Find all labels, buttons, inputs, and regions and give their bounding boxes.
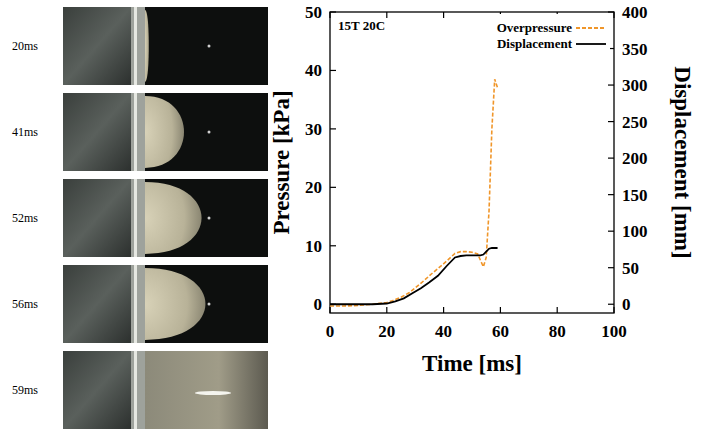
plume	[145, 182, 202, 254]
glass-highlight	[134, 265, 137, 343]
glass-wall	[63, 265, 131, 343]
y2-tick-label: 200	[622, 149, 648, 168]
y-tick	[330, 128, 336, 129]
y-tick-label: 10	[305, 237, 322, 256]
x-tick	[500, 307, 501, 313]
plot-frame	[330, 12, 614, 313]
series-line	[330, 248, 498, 304]
figure: 20ms 41ms 52ms 56ms 59ms 0 20 40 60 80 100 0 10 20 30 4…	[0, 0, 701, 438]
frame-label: 52ms	[12, 211, 38, 225]
y2-tick-label: 0	[622, 295, 631, 314]
y-tick-label: 20	[305, 178, 322, 197]
y-tick	[330, 187, 336, 188]
legend-label: Overpressure	[497, 20, 573, 35]
glass-highlight	[134, 7, 137, 85]
photo-frame	[63, 93, 268, 171]
x-tick-label: 80	[549, 322, 566, 341]
frame-label: 20ms	[12, 39, 38, 53]
y2-tick	[608, 231, 614, 232]
photo-background	[63, 265, 268, 343]
legend-label: Displacement	[497, 36, 573, 51]
plot-area	[330, 79, 498, 306]
y2-tick-label: 300	[622, 76, 648, 95]
y2-tick-label: 100	[622, 222, 648, 241]
x-axis-title: Time [ms]	[422, 351, 522, 376]
photo-background	[63, 93, 268, 171]
y-axis-title: Pressure [kPa]	[269, 90, 294, 234]
legend-swatch	[576, 43, 606, 45]
y-tick-label: 0	[314, 295, 323, 314]
flame-streak	[195, 391, 231, 395]
y2-axis-title: Displacement [mm]	[670, 66, 695, 258]
glass-edge	[131, 351, 145, 429]
x-tick	[386, 307, 387, 313]
x-tick-label: 100	[601, 322, 627, 341]
x-tick-label: 0	[326, 322, 335, 341]
glass-edge	[131, 179, 145, 257]
y2-tick-label: 350	[622, 40, 648, 59]
x-tick	[443, 307, 444, 313]
frame-label: 56ms	[12, 297, 38, 311]
glass-wall	[63, 179, 131, 257]
plume	[145, 351, 268, 429]
probe	[208, 217, 211, 220]
y2-tick-label: 250	[622, 113, 648, 132]
frame-label: 41ms	[12, 125, 38, 139]
glass-wall	[63, 7, 131, 85]
x-tick-label: 60	[492, 322, 509, 341]
y2-tick-label: 150	[622, 186, 648, 205]
photo-frame	[63, 179, 268, 257]
glass-highlight	[134, 179, 137, 257]
probe	[208, 131, 211, 134]
photo-frame	[63, 7, 268, 85]
x-tick	[557, 307, 558, 313]
photo-background	[63, 179, 268, 257]
plume	[145, 96, 184, 168]
y2-tick	[608, 84, 614, 85]
x-tick-label: 20	[378, 322, 395, 341]
y2-tick-label: 50	[622, 259, 639, 278]
x-tick-top	[386, 12, 387, 18]
plume	[145, 268, 205, 340]
y2-tick	[608, 304, 614, 305]
plume	[145, 10, 149, 82]
probe	[208, 303, 211, 306]
probe	[208, 45, 211, 48]
glass-edge	[131, 7, 145, 85]
y2-tick-label: 400	[622, 3, 648, 22]
y-tick-label: 30	[305, 120, 322, 139]
legend: OverpressureDisplacement	[492, 14, 610, 51]
glass-wall	[63, 351, 131, 429]
y-tick	[330, 70, 336, 71]
axes: 0 20 40 60 80 100 0 10 20 30 40 50 0 50 100 150 200 250 30…	[269, 3, 695, 376]
glass-highlight	[134, 93, 137, 171]
y2-tick	[608, 194, 614, 195]
photo-background	[63, 7, 268, 85]
y-tick	[330, 245, 336, 246]
photo-frame	[63, 265, 268, 343]
photo-background	[63, 351, 268, 429]
x-tick-label: 40	[435, 322, 452, 341]
legend-box	[492, 14, 610, 50]
y-tick-label: 40	[305, 61, 322, 80]
x-tick-top	[443, 12, 444, 18]
photo-frame	[63, 351, 268, 429]
y2-tick	[608, 267, 614, 268]
series-line	[330, 79, 498, 306]
y2-tick	[608, 158, 614, 159]
y2-tick	[608, 121, 614, 122]
glass-wall	[63, 93, 131, 171]
glass-edge	[131, 93, 145, 171]
glass-edge	[131, 265, 145, 343]
frame-label: 59ms	[12, 383, 38, 397]
y-tick-label: 50	[305, 3, 322, 22]
annotation: 15T 20C	[338, 18, 385, 33]
legend-swatch	[576, 27, 606, 29]
glass-highlight	[134, 351, 137, 429]
